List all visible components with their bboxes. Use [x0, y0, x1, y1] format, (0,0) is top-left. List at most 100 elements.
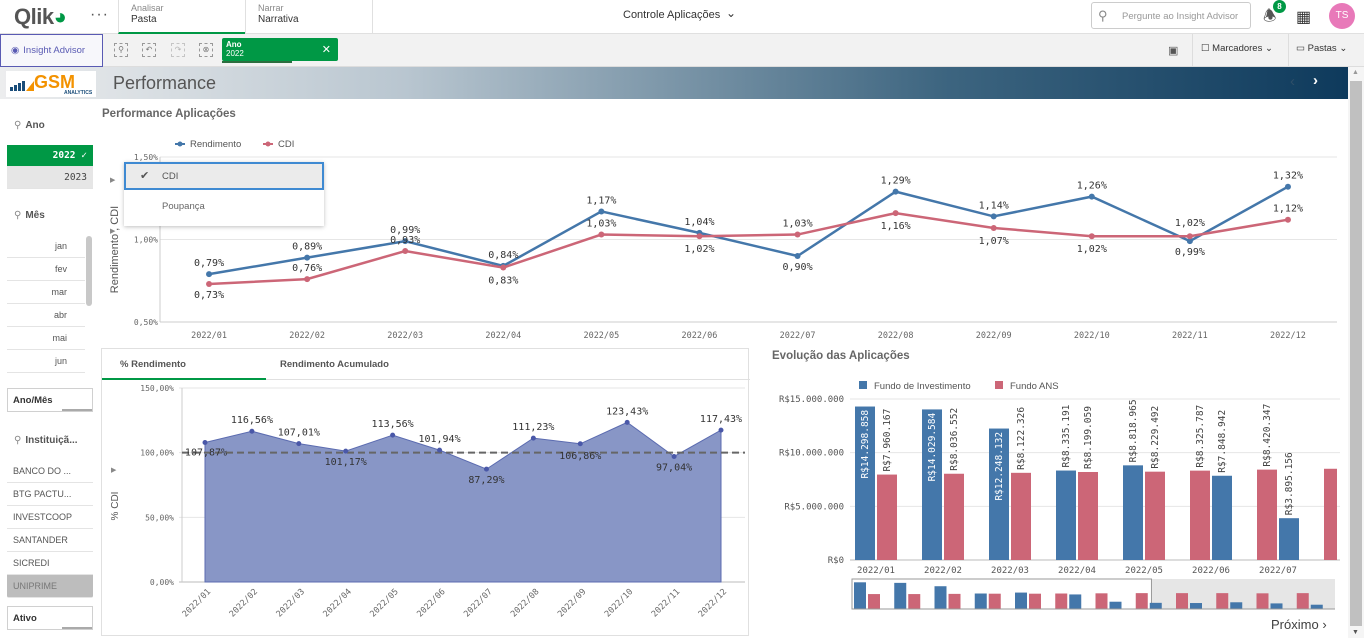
- tab-narrar[interactable]: Narrar Narrativa: [245, 0, 373, 34]
- check-icon: ✓: [81, 150, 87, 161]
- filter-ano-value: 2022: [52, 150, 76, 161]
- minimap-bar: [988, 593, 1001, 609]
- filter-instituicao-item[interactable]: INVESTCOOP: [7, 506, 93, 529]
- x-tick-label: 2022/04: [321, 587, 353, 619]
- bar-chart[interactable]: Fundo de Investimento Fundo ANS R$0 R$5.000…: [765, 372, 1348, 612]
- filter-ano-header[interactable]: ⚲ Ano: [14, 120, 45, 131]
- data-point: [206, 281, 213, 288]
- chevron-left-icon[interactable]: ‹: [1290, 73, 1295, 90]
- chevron-down-icon[interactable]: ⌄: [726, 6, 737, 20]
- data-label: 0,99%: [390, 225, 420, 236]
- tab-rendimento[interactable]: % Rendimento: [102, 349, 266, 380]
- app-title[interactable]: Controle Aplicações: [623, 9, 721, 21]
- filter-mes-header[interactable]: ⚲ Mês: [14, 210, 45, 221]
- filter-mes-scrollbar[interactable]: [86, 236, 92, 306]
- filter-mes-label: Mês: [25, 210, 45, 221]
- gsm-logo: GSM ANALYTICS: [6, 71, 96, 97]
- filter-instituicao-header[interactable]: ⚲ Instituiçã...: [14, 435, 78, 446]
- data-point: [671, 453, 677, 459]
- tab-analisar-caption: Analisar: [131, 3, 164, 13]
- filter-ativo[interactable]: Ativo: [7, 606, 93, 630]
- data-point: [1088, 233, 1095, 240]
- legend-marker: [177, 141, 183, 147]
- selection-chip-ano[interactable]: Ano 2022 ✕: [222, 38, 338, 63]
- filter-instituicao-item[interactable]: SICREDI: [7, 552, 93, 575]
- filter-ativo-label: Ativo: [13, 613, 37, 624]
- data-point: [304, 254, 311, 261]
- tab-narrar-caption: Narrar: [258, 3, 284, 13]
- more-menu-icon[interactable]: ···: [90, 6, 109, 23]
- minimap-bar: [1149, 602, 1162, 609]
- filter-instituicao-item[interactable]: BANCO DO ...: [7, 460, 93, 483]
- filter-mes-item[interactable]: fev: [7, 258, 85, 281]
- filter-mes-item[interactable]: mai: [7, 327, 85, 350]
- sheets-button[interactable]: ▭ Pastas ⌄: [1288, 34, 1354, 67]
- selection-value: 2022: [226, 49, 244, 58]
- filter-mes-item[interactable]: jun: [7, 350, 85, 373]
- bar: [1279, 518, 1299, 560]
- data-label: 1,26%: [1077, 181, 1107, 192]
- data-point: [794, 231, 801, 238]
- data-point: [206, 271, 213, 278]
- data-point: [794, 253, 801, 259]
- dropdown-option-cdi[interactable]: ✔ CDI: [124, 162, 324, 190]
- apps-grid-icon[interactable]: ▦: [1296, 9, 1312, 26]
- dropdown-option-label: CDI: [162, 171, 179, 182]
- data-point: [390, 432, 396, 438]
- scroll-up-icon[interactable]: ▲: [1352, 69, 1359, 76]
- insight-search-input[interactable]: ⚲ Pergunte ao Insight Advisor: [1091, 2, 1251, 29]
- minimap-bar: [894, 582, 907, 609]
- y-tick-label: 100,00%: [140, 449, 174, 458]
- x-tick-label: 2022/09: [976, 331, 1012, 341]
- insight-advisor-label: Insight Advisor: [23, 45, 86, 56]
- area-chart[interactable]: 0,00% 50,00% 100,00% 150,00% % CDI ▶ 107,87% 11…: [102, 380, 748, 636]
- scroll-down-icon[interactable]: ▼: [1352, 629, 1359, 636]
- notification-bell-icon[interactable]: 🕭: [1263, 8, 1277, 25]
- filter-ano-item[interactable]: 2022 ✓: [7, 145, 93, 167]
- x-tick-label: 2022/01: [191, 331, 227, 341]
- step-back-icon[interactable]: ↶: [142, 43, 156, 57]
- scrollbar-thumb[interactable]: [1350, 81, 1362, 626]
- vertical-scrollbar[interactable]: ▲ ▼: [1348, 67, 1364, 638]
- legend-marker: [265, 141, 271, 147]
- clear-selections-icon[interactable]: ⊗: [199, 43, 213, 57]
- sheets-icon: ▭: [1296, 43, 1305, 54]
- dropdown-option-poupanca[interactable]: Poupança: [162, 201, 205, 212]
- tab-analisar[interactable]: Analisar Pasta: [118, 0, 246, 34]
- filter-instituicao-item[interactable]: UNIPRIME: [7, 575, 93, 598]
- minimap-bar: [908, 594, 921, 609]
- legend-label: CDI: [278, 139, 294, 150]
- line-chart[interactable]: Rendimento CDI 0,50% 1,00% 1,50% Rendimento ,…: [100, 130, 1345, 345]
- filter-instituicao-item[interactable]: SANTANDER: [7, 529, 93, 552]
- data-point: [696, 233, 703, 240]
- filter-instituicao-item[interactable]: BTG PACTU...: [7, 483, 93, 506]
- avatar[interactable]: TS: [1329, 3, 1355, 29]
- data-label: 123,43%: [606, 406, 648, 417]
- tab-rendimento-acumulado[interactable]: Rendimento Acumulado: [266, 349, 750, 380]
- x-tick-label: 2022/04: [485, 331, 521, 341]
- minimap-bar: [1296, 593, 1309, 609]
- chevron-right-icon[interactable]: ›: [1313, 72, 1318, 89]
- qlik-logo[interactable]: Qlik◕: [14, 4, 67, 29]
- filter-ano-mes[interactable]: Ano/Mês: [7, 388, 93, 412]
- data-label: 1,12%: [1273, 204, 1303, 215]
- data-point: [202, 439, 208, 445]
- sheets-label: Pastas: [1307, 43, 1337, 54]
- next-button[interactable]: Próximo ›: [1271, 617, 1327, 632]
- step-forward-icon[interactable]: ↷: [171, 43, 185, 57]
- measure-dropdown[interactable]: ✔ CDI Poupança: [124, 162, 324, 226]
- filter-mes-item[interactable]: abr: [7, 304, 85, 327]
- insight-advisor-button[interactable]: ◉ Insight Advisor: [0, 34, 103, 67]
- smart-search-icon[interactable]: ⚲: [114, 43, 128, 57]
- grid-view-icon[interactable]: ▣: [1168, 45, 1179, 57]
- filter-mes-item[interactable]: mar: [7, 281, 85, 304]
- data-point: [483, 466, 489, 472]
- filter-ano-item[interactable]: 2023: [7, 167, 93, 189]
- series-line-cdi: [208, 211, 1289, 286]
- data-label: 1,04%: [684, 217, 714, 228]
- bookmarks-button[interactable]: ☐ Marcadores ⌄: [1192, 34, 1281, 67]
- filter-mes-item[interactable]: jan: [7, 235, 85, 258]
- data-point: [990, 224, 997, 231]
- close-icon[interactable]: ✕: [321, 44, 331, 56]
- bar-chart-title: Evolução das Aplicações: [772, 350, 910, 362]
